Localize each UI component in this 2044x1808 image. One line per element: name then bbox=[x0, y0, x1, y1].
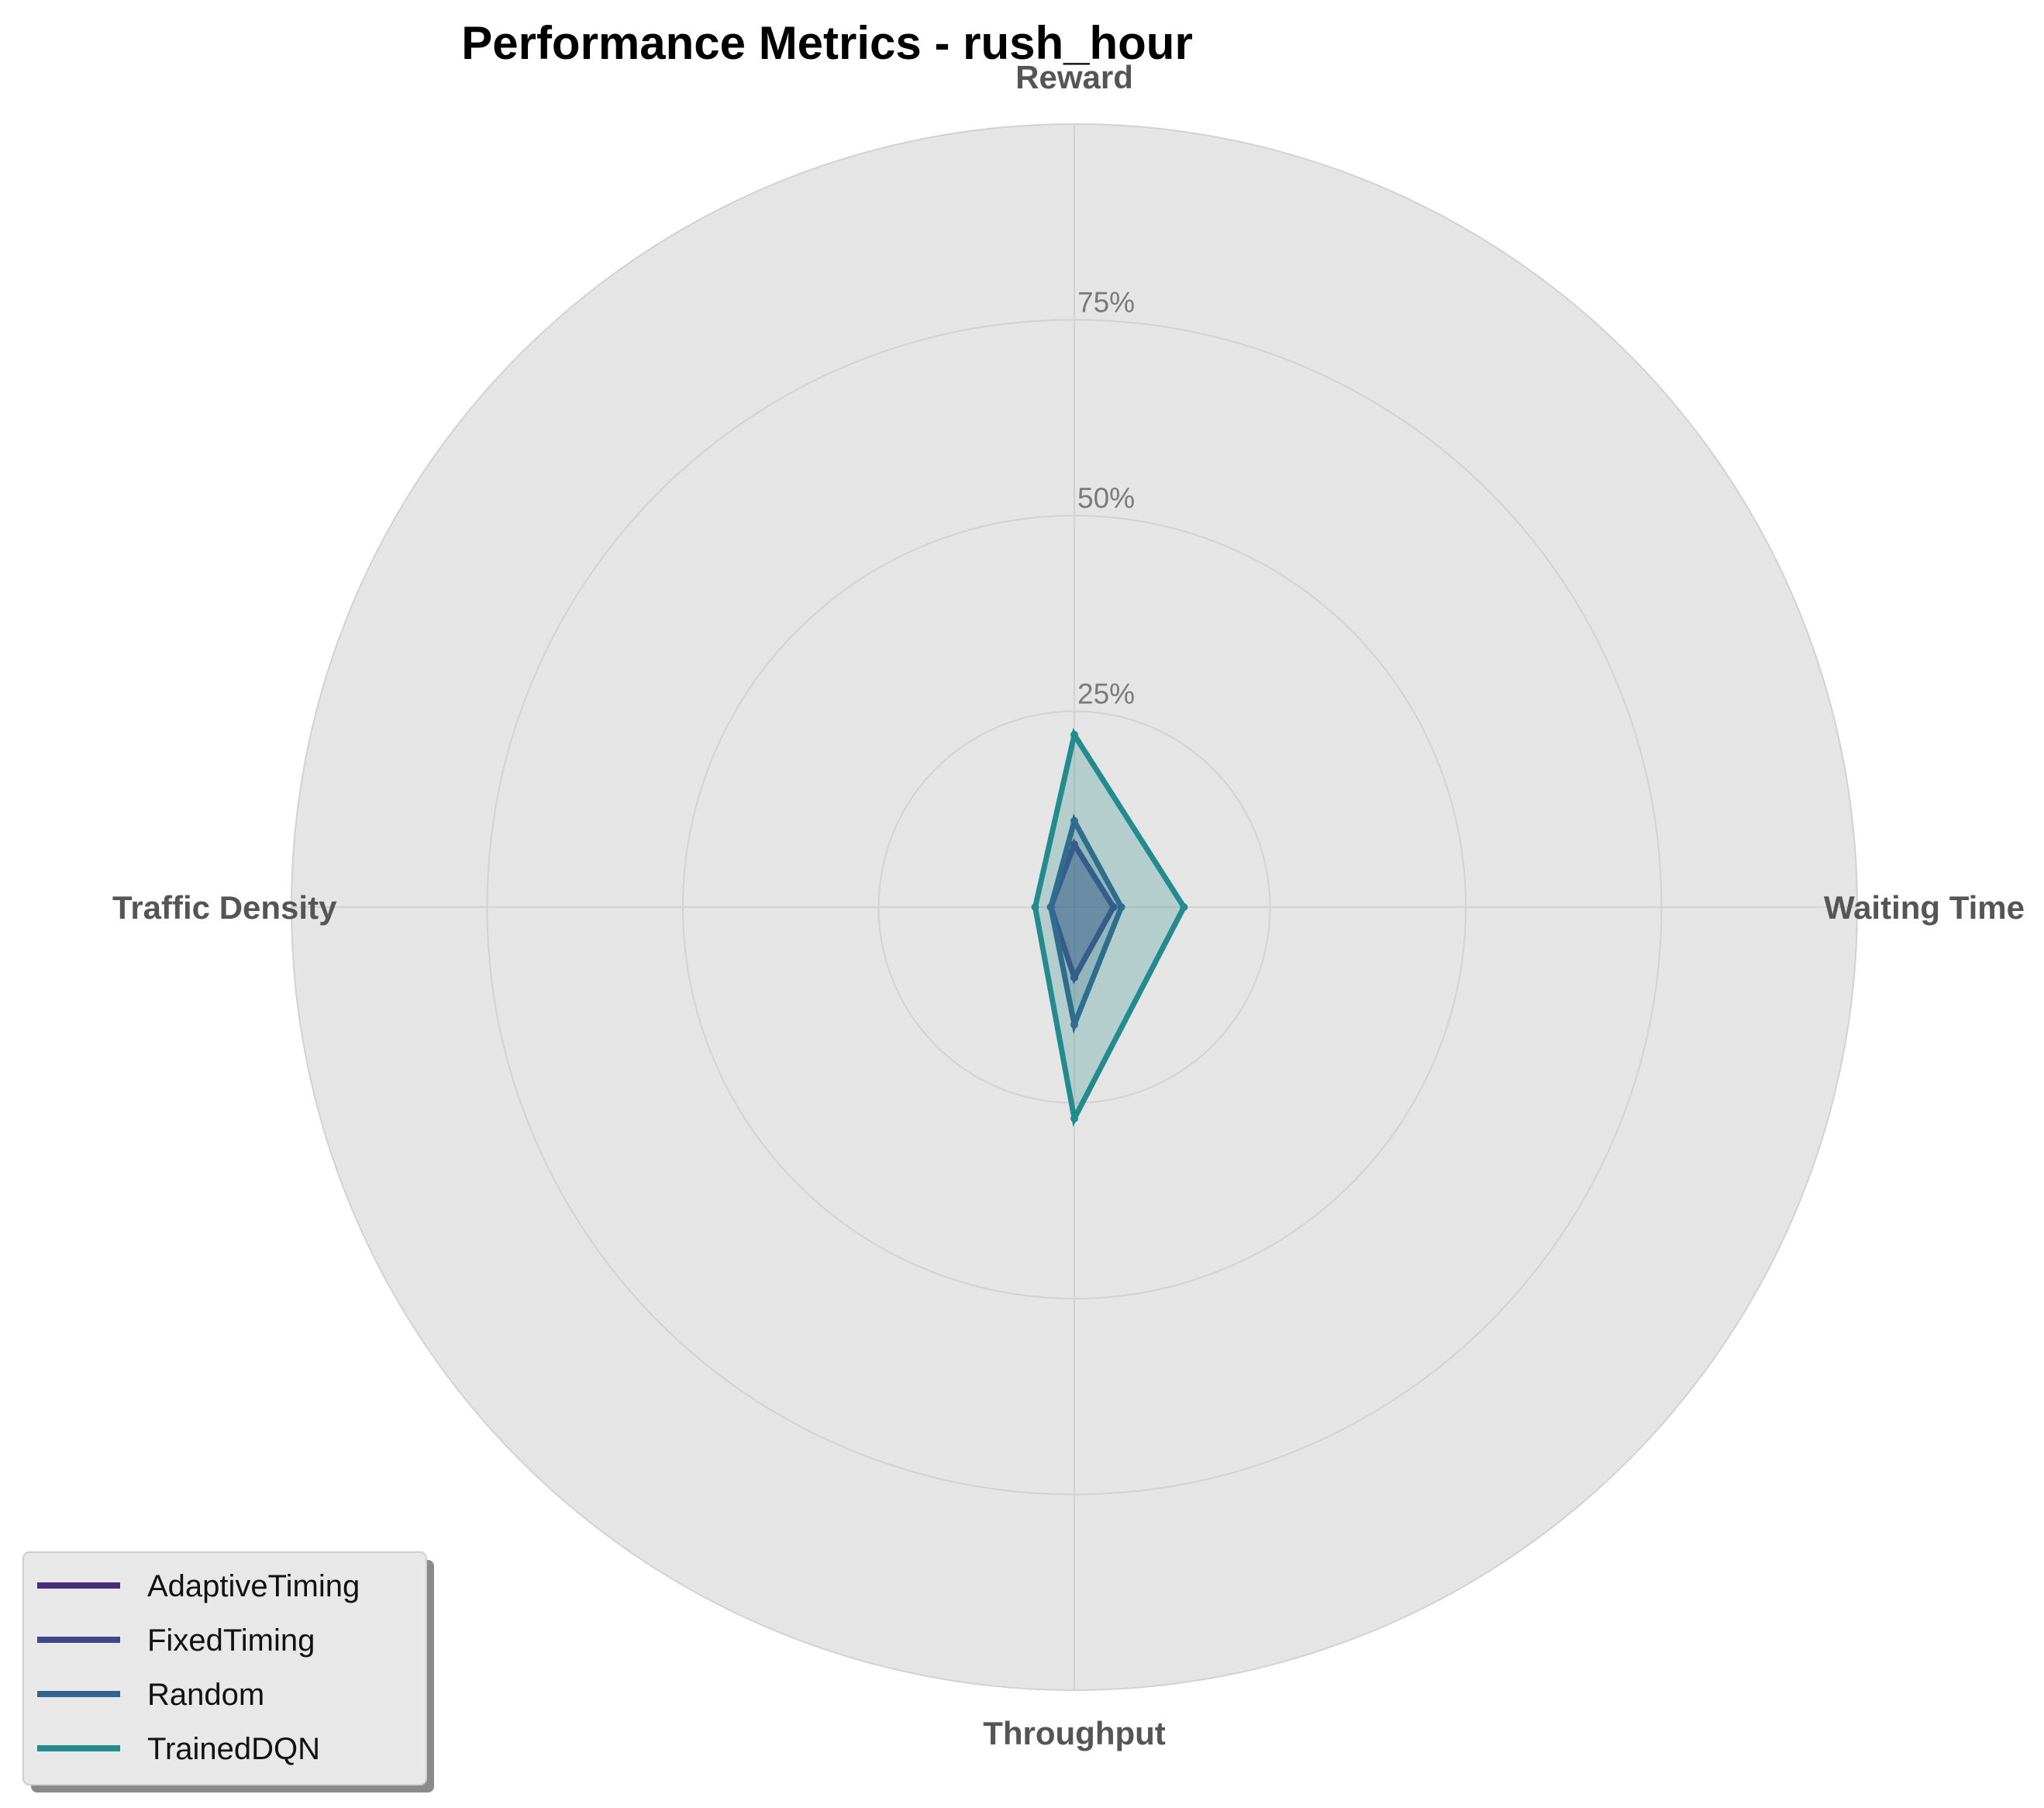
grid bbox=[291, 123, 1858, 1691]
axis-label-throughput: Throughput bbox=[983, 1715, 1166, 1751]
data-point bbox=[1031, 903, 1039, 911]
data-point bbox=[1117, 903, 1125, 911]
series-fill bbox=[1050, 844, 1114, 978]
chart-title: Performance Metrics - rush_hour bbox=[461, 17, 1193, 69]
legend-box bbox=[22, 1551, 427, 1786]
legend: AdaptiveTiming FixedTiming Random TrainedDQ… bbox=[22, 1551, 434, 1792]
radial-tick-labels: 25% 50% 75% bbox=[1077, 287, 1135, 710]
data-point bbox=[1070, 1020, 1078, 1029]
data-point bbox=[1070, 840, 1078, 849]
legend-label: FixedTiming bbox=[147, 1623, 315, 1658]
tick-label: 75% bbox=[1077, 287, 1135, 319]
legend-label: Random bbox=[147, 1678, 264, 1712]
axis-label-waiting-time: Waiting Time bbox=[1824, 889, 2025, 926]
data-point bbox=[1180, 903, 1188, 911]
series-fill bbox=[1035, 734, 1184, 1119]
series-fill bbox=[1050, 820, 1122, 1025]
tick-label: 50% bbox=[1077, 482, 1135, 514]
data-point bbox=[1070, 816, 1078, 825]
legend-label: AdaptiveTiming bbox=[147, 1569, 360, 1603]
tick-label: 25% bbox=[1077, 678, 1135, 710]
series-layer bbox=[1031, 727, 1188, 1127]
data-point bbox=[1070, 973, 1078, 982]
axis-labels: Reward Waiting Time Throughput Traffic Dens… bbox=[112, 59, 2025, 1751]
axis-label-reward: Reward bbox=[1015, 59, 1133, 95]
data-point bbox=[1109, 903, 1118, 911]
axis-label-traffic-density: Traffic Density bbox=[112, 889, 337, 926]
data-point bbox=[1046, 903, 1055, 911]
data-point bbox=[1070, 730, 1078, 739]
legend-label: TrainedDQN bbox=[147, 1732, 320, 1766]
data-point bbox=[1070, 1114, 1078, 1123]
series-random bbox=[1046, 813, 1125, 1034]
series-fill bbox=[1050, 844, 1114, 978]
series-traineddqn bbox=[1031, 727, 1188, 1127]
